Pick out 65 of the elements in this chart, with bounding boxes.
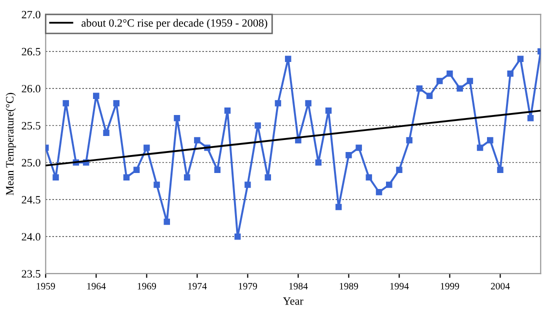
point [224,108,231,114]
point [335,204,342,210]
point [527,114,534,122]
point [386,182,392,188]
point [144,144,150,151]
point [376,189,382,196]
point [93,92,100,99]
point [214,166,221,174]
legend-label: about 0.2°C rise per decade (1959 - 2008) [82,18,268,29]
x-tick-label: 1984 [289,282,308,290]
point [133,166,140,174]
x-tick-label: 1989 [340,282,358,290]
point [346,152,352,158]
point [264,174,272,180]
point [305,100,312,106]
point [507,70,514,77]
x-tick-label: 1999 [440,282,460,290]
y-tick-label: 26.5 [22,48,40,56]
point [517,56,524,62]
point [497,166,504,174]
y-tick-label: 27.0 [22,10,40,18]
point [416,85,423,92]
point [113,100,120,106]
y-tick-label: 24.5 [22,196,40,204]
point [315,159,322,166]
point [366,174,372,180]
point [284,56,292,62]
point [164,218,170,225]
point [406,137,412,144]
y-axis-title: Mean Temperature(°C) [6,92,16,196]
x-tick-label: 1959 [36,282,55,290]
point [244,182,251,188]
point [456,85,463,92]
point [446,70,453,77]
point [325,108,332,114]
point [184,174,190,180]
point [194,137,200,144]
point [396,166,402,174]
x-tick-label: 1969 [138,282,156,290]
point [123,174,130,180]
point [356,144,362,151]
x-tick-label: 2004 [490,282,510,290]
x-tick-label: 1974 [188,282,207,290]
y-tick-label: 24.0 [22,233,40,241]
x-axis-title: Year [283,297,304,305]
point [476,144,484,151]
y-tick-label: 25.5 [22,122,40,130]
y-tick-label: 26.0 [22,84,40,92]
point [103,130,110,136]
point [436,78,443,84]
point [154,182,160,188]
x-tick-label: 1994 [390,282,409,290]
x-tick-label: 1964 [87,282,106,290]
y-tick-label: 25.0 [22,158,40,167]
point [52,174,59,180]
y-tick-label: 23.5 [22,270,40,278]
point [174,114,180,122]
point [426,92,433,99]
point [274,100,282,106]
x-tick-label: 1979 [238,282,258,290]
point [62,100,69,106]
point [466,78,474,84]
point [487,137,494,144]
point [234,233,241,240]
point [254,122,261,129]
